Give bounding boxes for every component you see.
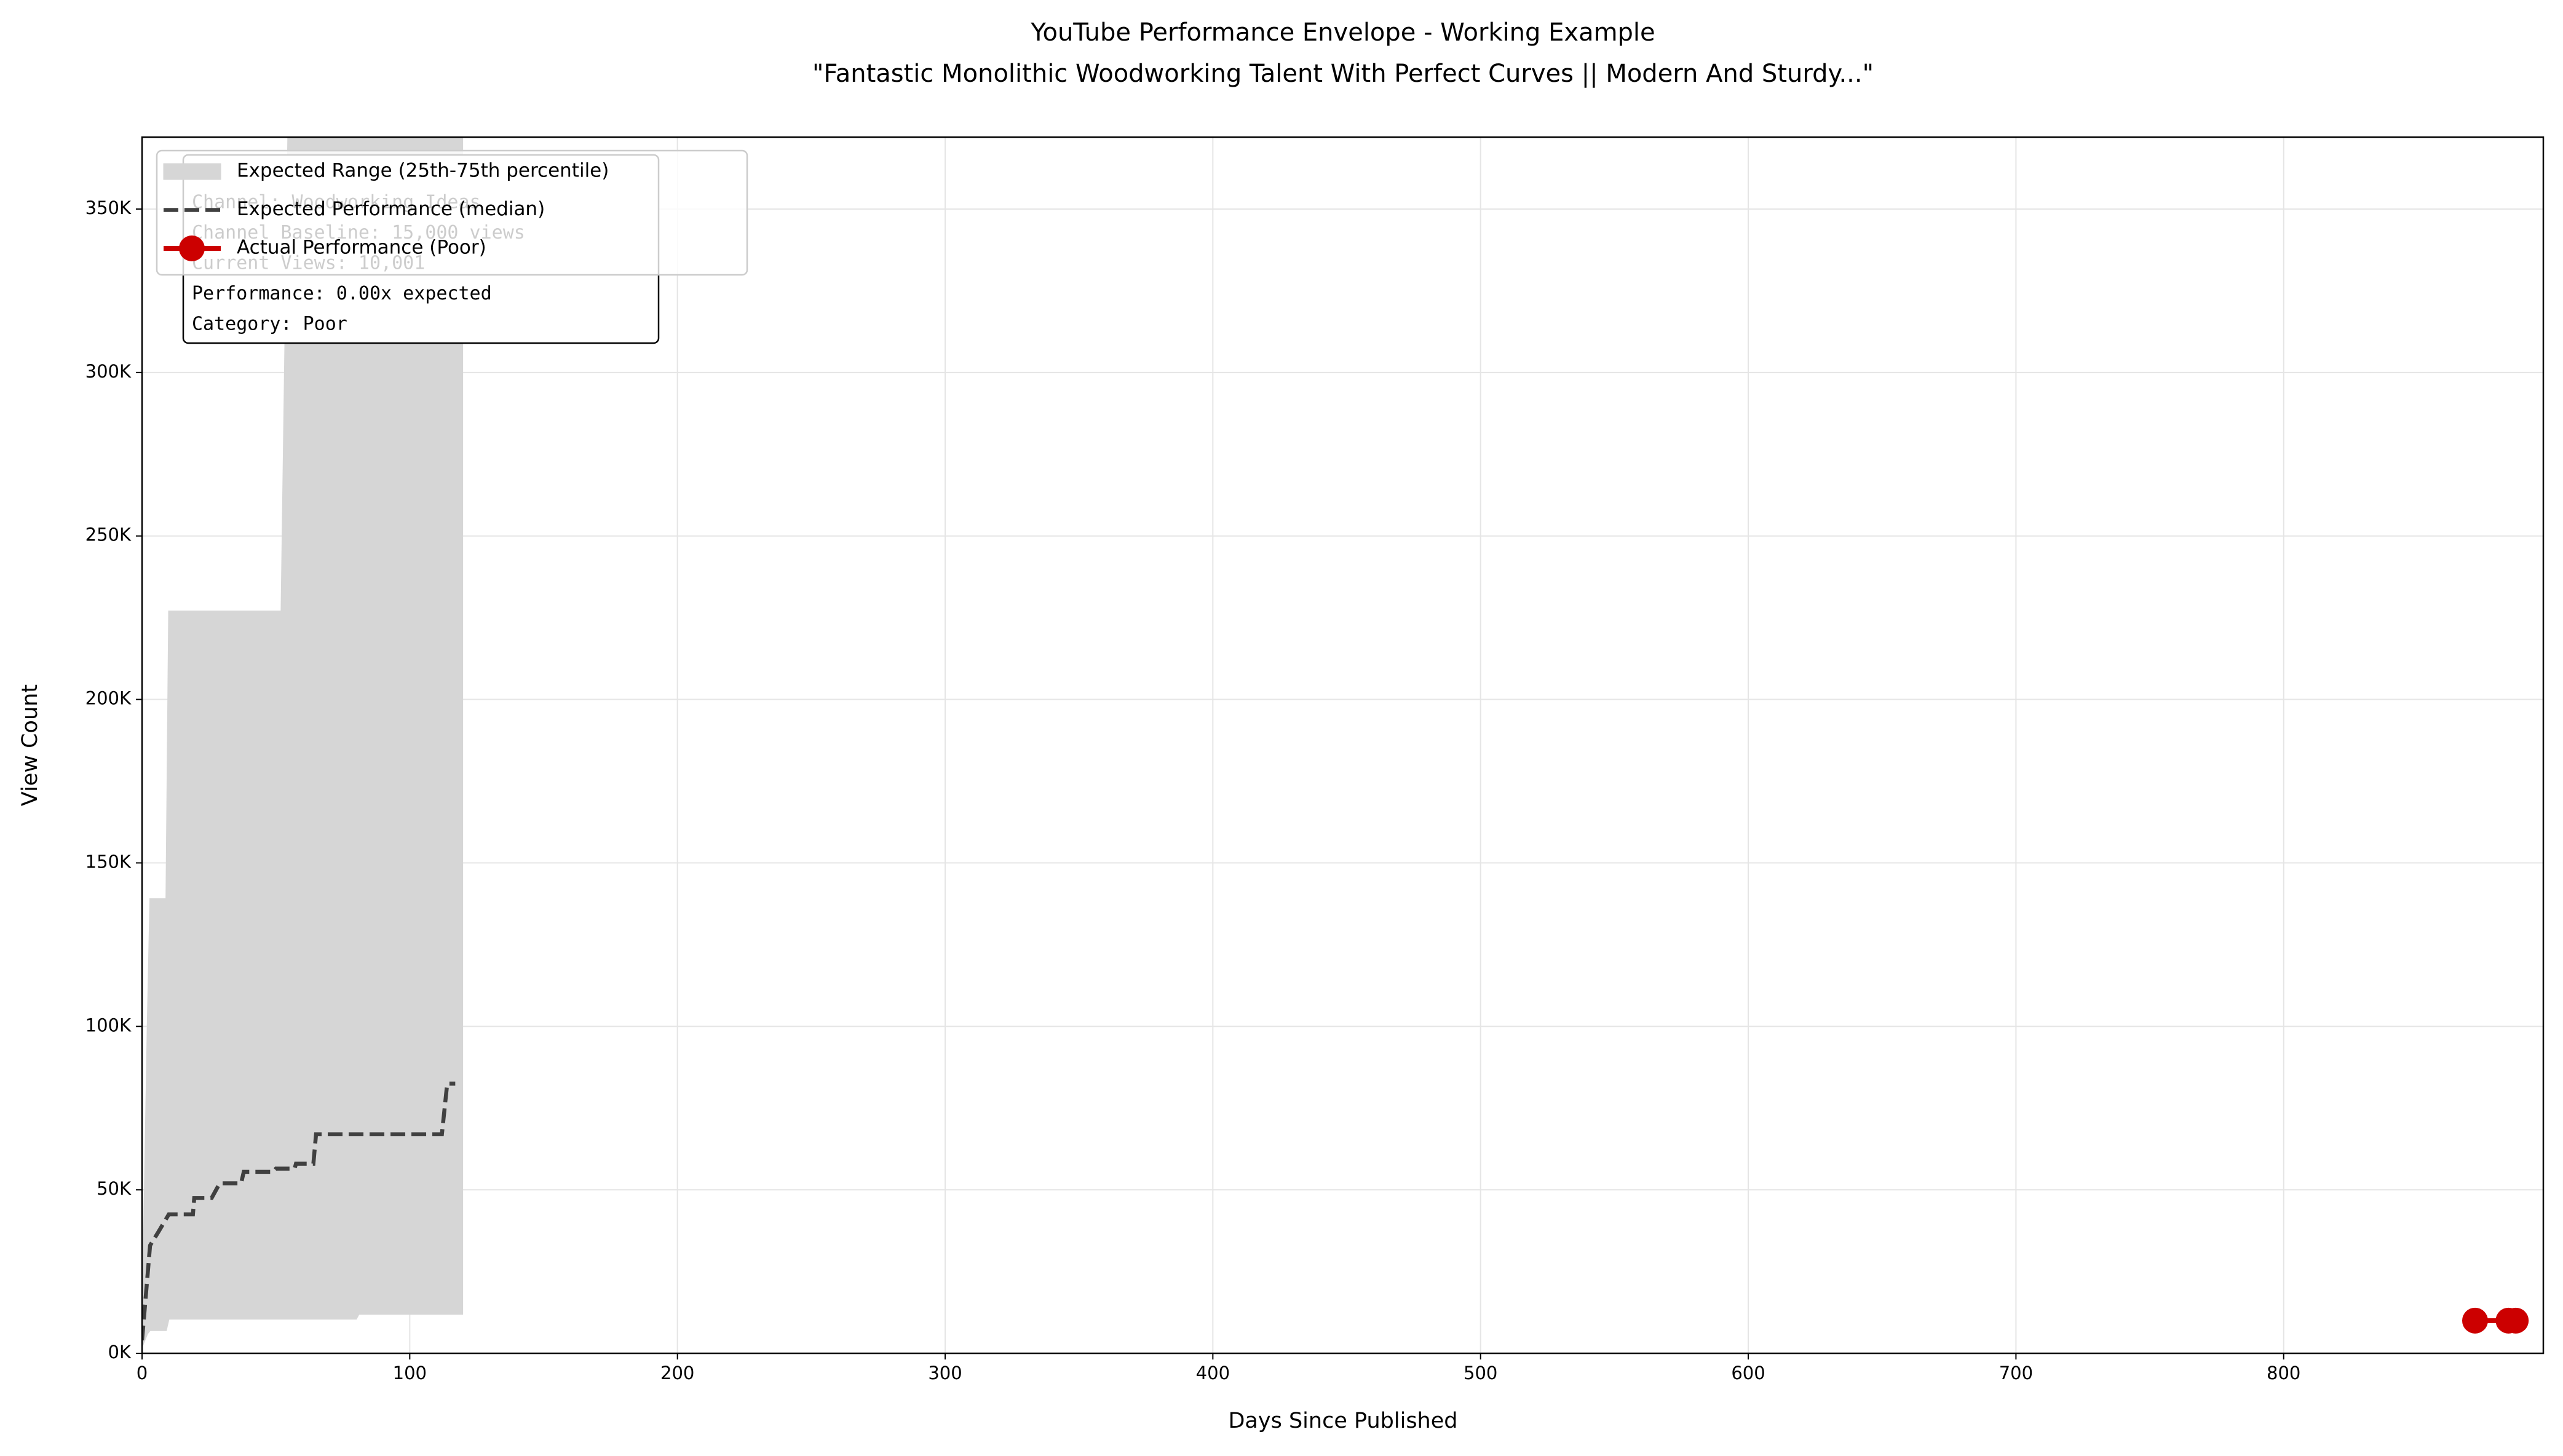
y-axis-label: View Count <box>18 684 42 806</box>
x-tick-label: 100 <box>393 1363 427 1383</box>
plot-frame <box>141 136 2545 1355</box>
x-tick-label: 700 <box>1999 1363 2033 1383</box>
chart-title: YouTube Performance Envelope - Working E… <box>1030 18 1655 47</box>
y-tick-label: 300K <box>85 361 132 382</box>
y-tick-label: 0K <box>108 1342 132 1363</box>
actual-point <box>2462 1307 2488 1334</box>
x-tick-label: 200 <box>660 1363 694 1383</box>
y-tick-label: 150K <box>85 851 132 872</box>
y-tick-label: 50K <box>97 1178 132 1199</box>
x-tick-label: 600 <box>1731 1363 1765 1383</box>
y-tick-label: 200K <box>85 688 132 709</box>
x-tick-label: 500 <box>1464 1363 1497 1383</box>
legend: Expected Range (25th-75th percentile) Exp… <box>156 149 748 276</box>
legend-swatch <box>163 163 221 180</box>
plot-area <box>142 137 2529 1347</box>
expected-range-band <box>142 137 464 1347</box>
median-line <box>142 1082 456 1341</box>
legend-frame <box>156 149 748 276</box>
ticks: 0 100 200 300 400 500 600 700 800 0K 50K 100K 150K 20… <box>85 197 2301 1383</box>
y-tick-label: 100K <box>85 1015 132 1035</box>
y-tick-label: 350K <box>85 197 132 218</box>
legend-swatch <box>179 235 205 261</box>
annotation-line: Performance: 0.00x expected <box>192 283 492 304</box>
x-tick-label: 800 <box>2267 1363 2300 1383</box>
x-axis-label: Days Since Published <box>1228 1409 1457 1433</box>
chart-subtitle: "Fantastic Monolithic Woodworking Talent… <box>812 60 1874 88</box>
annotation-line: Category: Poor <box>192 314 347 335</box>
x-tick-label: 0 <box>137 1363 148 1383</box>
legend-label: Actual Performance (Poor) <box>237 237 486 259</box>
legend-label: Expected Range (25th-75th percentile) <box>237 160 609 182</box>
y-tick-label: 250K <box>85 524 132 545</box>
legend-label: Expected Performance (median) <box>237 198 545 220</box>
actual-point <box>2503 1307 2529 1334</box>
x-tick-label: 300 <box>928 1363 962 1383</box>
x-tick-label: 400 <box>1196 1363 1230 1383</box>
